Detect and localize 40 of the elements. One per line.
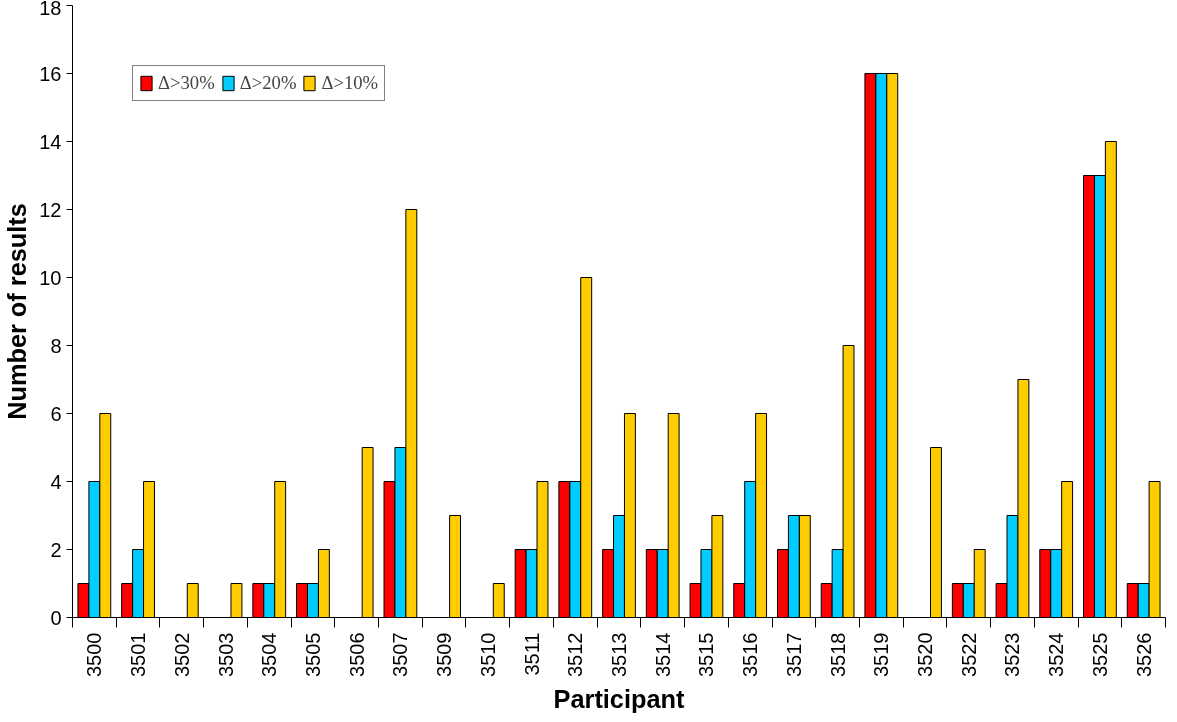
x-tick-label: 3517 [782, 632, 805, 677]
x-tick-label: 3519 [870, 632, 893, 677]
x-tick-label: 3505 [301, 632, 324, 677]
y-tick-label: 14 [39, 130, 62, 153]
x-tick-label: 3506 [345, 632, 368, 677]
x-tick-label: 3504 [258, 632, 281, 677]
y-tick-label: 12 [39, 198, 62, 221]
x-tick-label: 3507 [389, 632, 412, 677]
y-tick-label: 4 [50, 470, 62, 493]
y-tick-label: 0 [50, 606, 62, 629]
x-tick-label: 3515 [695, 632, 718, 677]
x-tick-label: 3509 [433, 632, 456, 677]
y-tick-label: 6 [50, 402, 62, 425]
x-tick-label: 3500 [83, 632, 106, 677]
x-tick-label: 3503 [214, 632, 237, 677]
legend-label: Δ>30% [158, 72, 215, 94]
y-tick-label: 18 [39, 0, 62, 19]
x-tick-label: 3524 [1045, 632, 1068, 677]
x-tick-label: 3522 [957, 632, 980, 677]
y-tick-label: 16 [39, 62, 62, 85]
x-tick-label: 3518 [826, 632, 849, 677]
legend-label: Δ>20% [239, 72, 297, 94]
x-tick-label: 3526 [1132, 632, 1155, 677]
x-tick-label: 3510 [476, 632, 499, 677]
x-tick-label: 3501 [127, 632, 150, 677]
x-tick-label: 3502 [170, 632, 193, 677]
x-tick-label: 3512 [564, 632, 587, 677]
legend-label: Δ>10% [321, 72, 379, 94]
y-tick-label: 10 [39, 266, 62, 289]
x-tick-label: 3525 [1088, 632, 1111, 677]
x-tick-label: 3513 [608, 632, 630, 677]
x-tick-label: 3514 [651, 632, 674, 677]
y-tick-label: 8 [50, 334, 62, 357]
x-tick-label: 3523 [1001, 632, 1024, 677]
x-tick-label: 3516 [739, 632, 762, 677]
y-axis-title: Number of results [3, 203, 32, 420]
x-axis-title: Participant [553, 684, 686, 713]
y-tick-label: 2 [50, 538, 62, 561]
x-tick-label: 3511 [520, 632, 543, 676]
x-tick-label: 3520 [914, 632, 937, 677]
